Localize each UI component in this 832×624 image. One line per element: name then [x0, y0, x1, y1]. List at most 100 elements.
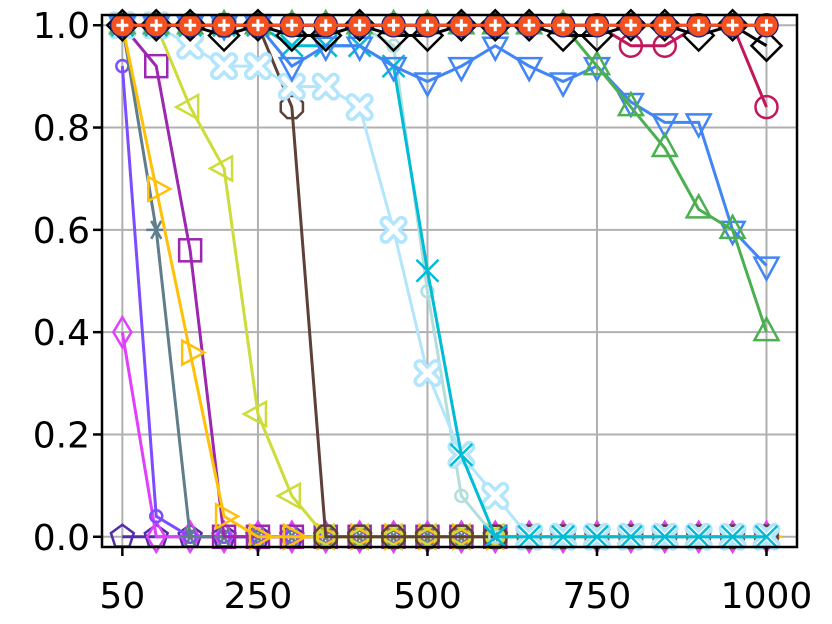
- x-tick-label: 750: [563, 576, 632, 617]
- data-point: [277, 56, 306, 83]
- data-point: [277, 72, 306, 101]
- data-point: [420, 283, 435, 299]
- data-point: [207, 154, 234, 183]
- data-point: [111, 14, 134, 37]
- series: [110, 13, 779, 549]
- data-point: [721, 14, 744, 37]
- data-point: [379, 215, 408, 244]
- data-point: [180, 527, 201, 547]
- data-point: [311, 72, 340, 101]
- data-point: [279, 33, 304, 58]
- series-layer: [105, 8, 784, 555]
- data-point: [146, 220, 167, 240]
- data-point: [752, 256, 781, 283]
- data-point: [548, 72, 578, 99]
- data-point: [718, 220, 747, 247]
- series-line: [122, 23, 767, 539]
- series: [110, 12, 779, 550]
- series: [110, 12, 779, 550]
- data-point: [650, 113, 679, 140]
- data-point: [180, 338, 207, 367]
- data-point: [145, 14, 168, 37]
- data-point: [449, 443, 474, 467]
- data-point: [210, 52, 239, 81]
- data-point: [684, 113, 713, 140]
- data-point: [382, 14, 405, 37]
- data-point: [720, 524, 745, 549]
- data-point: [518, 14, 541, 37]
- data-point: [148, 509, 164, 524]
- data-point: [447, 56, 476, 83]
- data-point: [179, 14, 202, 37]
- data-point: [248, 522, 275, 551]
- data-point: [582, 56, 612, 83]
- y-tick-label: 0.2: [33, 415, 90, 456]
- series: [113, 11, 784, 551]
- data-point: [413, 72, 442, 99]
- data-point: [345, 93, 374, 122]
- data-point: [754, 524, 779, 549]
- data-point: [416, 14, 439, 37]
- data-point: [214, 502, 241, 531]
- series-line: [122, 23, 767, 539]
- series-line: [122, 23, 767, 539]
- data-point: [619, 14, 642, 37]
- series-line: [120, 66, 767, 539]
- data-point: [282, 522, 309, 551]
- data-point: [450, 14, 473, 37]
- y-tick-label: 0.4: [33, 313, 90, 354]
- data-point: [481, 36, 510, 63]
- x-tick-label: 250: [224, 576, 293, 617]
- y-tick-label: 1.0: [33, 6, 90, 47]
- y-tick-label: 0.8: [33, 109, 90, 150]
- data-point: [146, 174, 173, 204]
- data-point: [684, 192, 713, 219]
- data-point: [314, 14, 337, 37]
- x-tick-label: 500: [393, 576, 462, 617]
- data-point: [551, 524, 575, 549]
- data-point: [718, 213, 747, 240]
- data-point: [749, 28, 784, 63]
- x-tick-label: 50: [99, 576, 145, 617]
- data-point: [177, 238, 203, 263]
- data-point: [316, 522, 343, 551]
- data-point: [582, 49, 612, 76]
- data-point: [111, 314, 133, 350]
- series-line: [121, 24, 767, 539]
- series-line: [122, 23, 767, 539]
- data-point: [348, 14, 371, 37]
- data-point: [653, 14, 676, 37]
- x-tick-label: 1000: [721, 576, 813, 617]
- data-point: [483, 524, 508, 549]
- series: [111, 14, 778, 37]
- data-point: [280, 14, 303, 37]
- data-point: [515, 56, 544, 83]
- data-point: [755, 14, 778, 37]
- data-point: [143, 53, 169, 79]
- data-point: [145, 519, 167, 555]
- data-point: [241, 399, 268, 429]
- data-point: [413, 359, 442, 388]
- data-point: [552, 14, 575, 37]
- series-line: [120, 24, 767, 539]
- data-point: [454, 488, 469, 504]
- data-point: [652, 524, 677, 549]
- data-point: [213, 519, 235, 555]
- data-point: [517, 524, 542, 549]
- data-point: [213, 14, 236, 37]
- data-point: [243, 52, 272, 81]
- data-point: [176, 31, 205, 60]
- data-point: [585, 524, 609, 549]
- series: [112, 15, 777, 547]
- data-point: [173, 92, 200, 122]
- data-point: [246, 14, 269, 37]
- series-line: [120, 24, 767, 539]
- data-point: [686, 524, 711, 549]
- data-point: [650, 131, 679, 158]
- data-point: [415, 258, 440, 283]
- data-point: [754, 94, 779, 120]
- data-point: [687, 14, 710, 37]
- data-point: [585, 14, 608, 37]
- series: [105, 11, 776, 551]
